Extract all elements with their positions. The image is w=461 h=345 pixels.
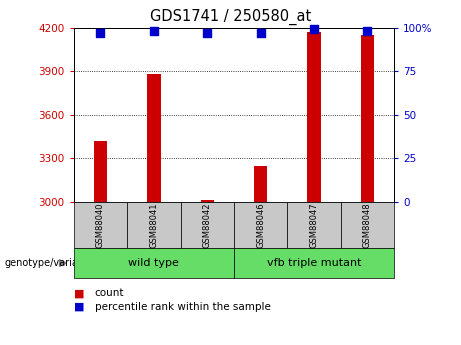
Text: percentile rank within the sample: percentile rank within the sample (95, 302, 271, 312)
Point (310, 27, 318, 32)
Bar (307, 32, 321, 202)
Text: count: count (95, 288, 124, 298)
Point (364, 28, 371, 34)
Point (257, 30, 264, 36)
Point (204, 30, 211, 36)
Bar (201, 200, 214, 202)
Bar (147, 74, 160, 202)
Point (97, 30, 104, 36)
Text: genotype/variation: genotype/variation (5, 258, 97, 268)
Text: vfb triple mutant: vfb triple mutant (267, 258, 361, 268)
Bar (254, 166, 267, 202)
Text: GSM88046: GSM88046 (256, 202, 265, 248)
Text: ■: ■ (74, 302, 84, 312)
Bar (94, 141, 107, 202)
Text: GSM88041: GSM88041 (149, 203, 159, 248)
Bar (361, 35, 374, 202)
Text: GSM88042: GSM88042 (203, 203, 212, 248)
Text: GSM88040: GSM88040 (96, 203, 105, 248)
Text: ■: ■ (74, 288, 84, 298)
Point (150, 28, 158, 34)
Text: wild type: wild type (129, 258, 179, 268)
Text: GSM88048: GSM88048 (363, 202, 372, 248)
Text: GDS1741 / 250580_at: GDS1741 / 250580_at (150, 9, 311, 25)
Text: GSM88047: GSM88047 (309, 202, 319, 248)
